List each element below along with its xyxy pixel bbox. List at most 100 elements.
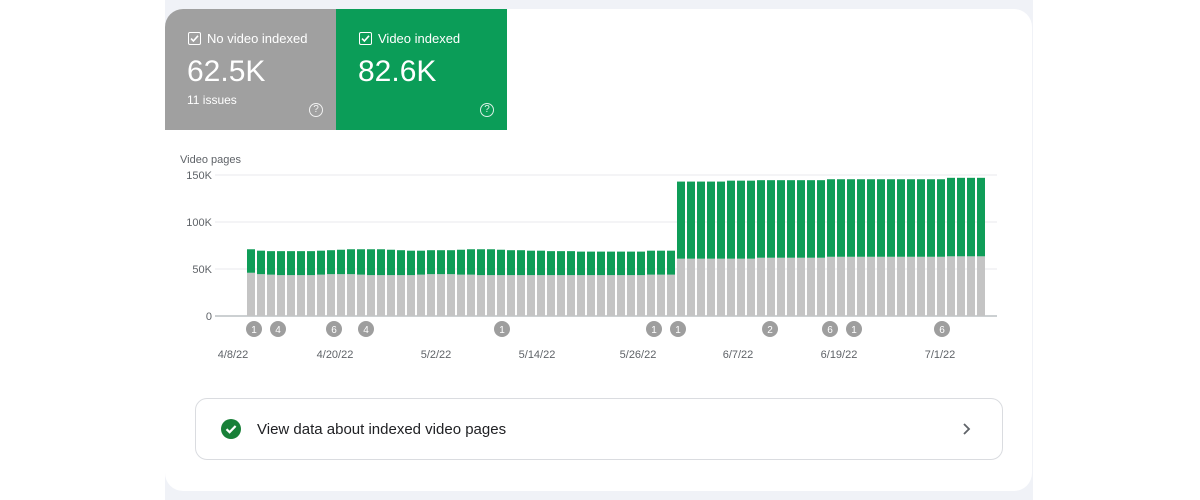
bar-segment-no-video <box>257 274 265 316</box>
checkbox-icon[interactable] <box>188 32 201 45</box>
checkbox-icon[interactable] <box>359 32 372 45</box>
bar-segment-no-video <box>827 256 835 316</box>
tile-video-indexed[interactable]: Video indexed 82.6K ? <box>336 9 507 130</box>
annotation-count: 1 <box>251 325 257 336</box>
bar-segment-no-video <box>817 257 825 316</box>
x-tick-label: 5/26/22 <box>620 349 657 361</box>
bar-segment-no-video <box>637 275 645 316</box>
bar-segment-video-indexed <box>387 249 395 276</box>
bar-segment-no-video <box>607 275 615 316</box>
bar-segment-video-indexed <box>617 251 625 276</box>
bar-segment-video-indexed <box>837 179 845 257</box>
bar-segment-no-video <box>617 275 625 316</box>
annotation-count: 2 <box>767 325 773 336</box>
bar-segment-no-video <box>377 275 385 316</box>
bar-segment-video-indexed <box>577 251 585 276</box>
bar-segment-video-indexed <box>537 250 545 276</box>
bar-segment-video-indexed <box>467 249 475 275</box>
bar-segment-no-video <box>867 256 875 316</box>
bar-segment-no-video <box>597 275 605 316</box>
annotation-count: 6 <box>827 325 833 336</box>
annotation-count: 6 <box>939 325 945 336</box>
bar-segment-video-indexed <box>787 180 795 258</box>
bar-segment-no-video <box>747 258 755 316</box>
bar-segment-video-indexed <box>247 249 255 273</box>
annotation-marker <box>822 321 838 337</box>
bar-segment-video-indexed <box>477 249 485 276</box>
bar-segment-no-video <box>657 274 665 316</box>
y-tick-label: 150K <box>186 170 212 182</box>
bar-segment-no-video <box>287 275 295 316</box>
bar-segment-video-indexed <box>547 251 555 276</box>
bar-segment-no-video <box>297 275 305 316</box>
bar-segment-no-video <box>837 256 845 316</box>
bar-segment-video-indexed <box>847 179 855 257</box>
bar-segment-no-video <box>477 275 485 316</box>
bar-segment-no-video <box>397 275 405 316</box>
bar-segment-no-video <box>967 256 975 316</box>
annotation-count: 4 <box>363 325 369 336</box>
tile-no-video-indexed[interactable]: No video indexed 62.5K 11 issues ? <box>165 9 336 130</box>
bar-segment-video-indexed <box>457 249 465 275</box>
help-icon[interactable]: ? <box>480 103 494 117</box>
annotation-count: 1 <box>851 325 857 336</box>
bar-segment-video-indexed <box>967 177 975 257</box>
bar-segment-video-indexed <box>317 250 325 275</box>
bar-segment-no-video <box>357 274 365 316</box>
bar-segment-video-indexed <box>637 251 645 276</box>
bar-segment-no-video <box>277 275 285 316</box>
tile-label: Video indexed <box>378 31 461 46</box>
bar-segment-no-video <box>317 274 325 316</box>
bar-segment-video-indexed <box>827 179 835 257</box>
bar-segment-no-video <box>737 258 745 316</box>
bar-segment-no-video <box>897 256 905 316</box>
bar-segment-video-indexed <box>607 251 615 276</box>
bar-segment-no-video <box>807 257 815 316</box>
bar-segment-no-video <box>627 275 635 316</box>
annotation-marker <box>246 321 262 337</box>
annotation-count: 6 <box>331 325 337 336</box>
bar-segment-no-video <box>957 256 965 316</box>
issues-count: 11 issues <box>187 93 237 107</box>
bar-segment-video-indexed <box>437 250 445 275</box>
bar-segment-no-video <box>877 256 885 316</box>
bar-segment-video-indexed <box>727 180 735 259</box>
bar-segment-no-video <box>647 274 655 316</box>
bar-segment-video-indexed <box>857 179 865 257</box>
bar-segment-no-video <box>337 274 345 316</box>
x-tick-label: 6/7/22 <box>723 349 754 361</box>
view-indexed-video-pages-button[interactable]: View data about indexed video pages <box>195 398 1003 460</box>
annotation-count: 1 <box>499 325 505 336</box>
annotation-marker <box>270 321 286 337</box>
bar-segment-no-video <box>717 258 725 316</box>
chevron-right-icon <box>960 421 974 437</box>
bar-segment-no-video <box>517 275 525 316</box>
bar-segment-no-video <box>797 257 805 316</box>
bar-segment-no-video <box>407 275 415 316</box>
bar-segment-video-indexed <box>597 251 605 276</box>
bar-segment-no-video <box>927 256 935 316</box>
annotation-marker <box>358 321 374 337</box>
bar-segment-video-indexed <box>357 249 365 275</box>
bar-segment-video-indexed <box>937 179 945 257</box>
bar-segment-no-video <box>347 274 355 316</box>
x-tick-label: 6/19/22 <box>821 349 858 361</box>
bar-segment-video-indexed <box>487 249 495 276</box>
annotation-marker <box>762 321 778 337</box>
bar-segment-video-indexed <box>507 250 515 276</box>
bar-segment-video-indexed <box>497 249 505 276</box>
y-axis-label: Video pages <box>180 154 241 166</box>
bar-segment-video-indexed <box>427 250 435 275</box>
bar-segment-video-indexed <box>747 180 755 259</box>
bar-segment-video-indexed <box>297 251 305 276</box>
bar-segment-video-indexed <box>587 251 595 276</box>
bar-segment-no-video <box>677 258 685 316</box>
y-tick-label: 50K <box>192 264 212 276</box>
bar-segment-video-indexed <box>717 181 725 259</box>
bar-segment-no-video <box>447 274 455 316</box>
bar-segment-video-indexed <box>877 179 885 257</box>
bar-segment-no-video <box>497 275 505 316</box>
bar-segment-video-indexed <box>517 250 525 276</box>
help-icon[interactable]: ? <box>309 103 323 117</box>
annotation-marker <box>646 321 662 337</box>
